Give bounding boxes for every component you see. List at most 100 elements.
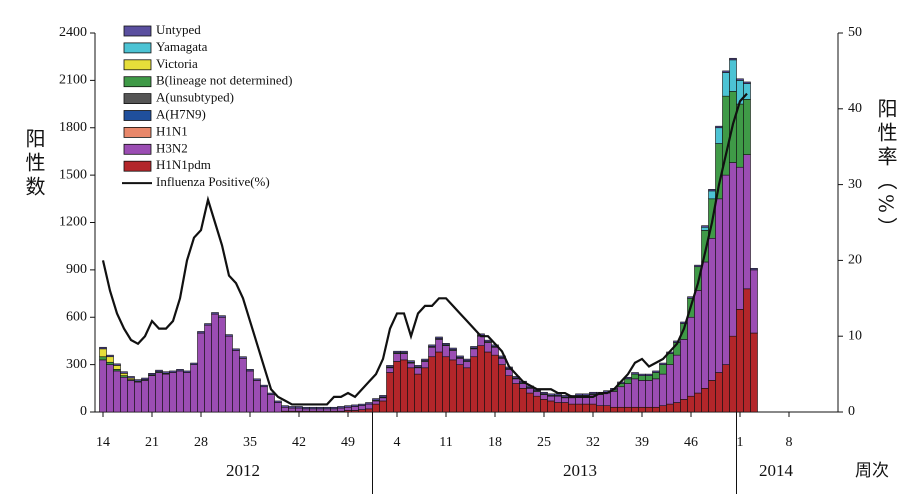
bar-segment bbox=[715, 198, 723, 373]
bar-segment bbox=[134, 379, 142, 382]
bar-segment bbox=[561, 395, 569, 398]
y-axis-label: 阳性数 bbox=[22, 128, 46, 200]
legend-label: Influenza Positive(%) bbox=[156, 174, 270, 189]
bar-segment bbox=[477, 345, 485, 413]
legend-label: H1N1pdm bbox=[156, 157, 211, 172]
bar-segment bbox=[715, 127, 723, 144]
bar-segment bbox=[631, 373, 639, 380]
year-label: 2012 bbox=[226, 461, 260, 480]
bar-segment bbox=[729, 162, 737, 337]
y-tick-label: 0 bbox=[80, 404, 87, 419]
bar-segment bbox=[421, 358, 429, 361]
bar-segment bbox=[253, 380, 261, 413]
bar-segment bbox=[547, 400, 555, 413]
bar-segment bbox=[484, 351, 492, 413]
bar-segment bbox=[631, 372, 639, 375]
bar-segment bbox=[295, 407, 303, 412]
bar-segment bbox=[106, 354, 114, 358]
x-tick-label: 21 bbox=[145, 435, 159, 450]
bar-segment bbox=[407, 362, 415, 369]
bar-segment bbox=[631, 406, 639, 413]
bar-segment bbox=[288, 406, 296, 409]
bar-segment bbox=[400, 353, 408, 361]
bar-segment bbox=[694, 264, 702, 268]
bar-segment bbox=[631, 378, 639, 408]
bar-segment bbox=[568, 403, 576, 413]
bar-segment bbox=[449, 359, 457, 413]
x-tick-label: 28 bbox=[194, 435, 208, 450]
bar-segment bbox=[477, 335, 485, 346]
bar-segment bbox=[113, 363, 121, 366]
bar-segment bbox=[197, 332, 205, 413]
legend-swatch bbox=[123, 76, 152, 88]
bar-segment bbox=[400, 359, 408, 413]
bar-segment bbox=[624, 383, 632, 408]
legend-swatch bbox=[123, 127, 152, 138]
bar-segment bbox=[148, 373, 156, 376]
bar-segment bbox=[652, 406, 660, 413]
bar-segment bbox=[372, 403, 380, 413]
year-label: 2013 bbox=[563, 461, 597, 480]
bar-segment bbox=[533, 395, 541, 413]
bar-segment bbox=[393, 361, 401, 413]
bar-segment bbox=[197, 331, 205, 334]
bar-segment bbox=[428, 356, 436, 413]
legend-label: Untyped bbox=[156, 22, 201, 37]
bar-segment bbox=[701, 388, 709, 413]
x-tick-label: 49 bbox=[341, 435, 355, 450]
bar-segment bbox=[491, 346, 499, 356]
bar-segment bbox=[162, 373, 170, 413]
bar-segment bbox=[365, 403, 373, 410]
bar-segment bbox=[463, 367, 471, 413]
bar-segment bbox=[372, 398, 380, 401]
y-tick-label: 2400 bbox=[59, 25, 87, 40]
bar-segment bbox=[722, 174, 730, 365]
bar-segment bbox=[134, 381, 142, 413]
bar-segment bbox=[701, 261, 709, 389]
bar-segment bbox=[729, 59, 737, 92]
bar-segment bbox=[624, 406, 632, 413]
bar-segment bbox=[715, 372, 723, 413]
legend-label: H1N1 bbox=[156, 123, 188, 138]
bar-segment bbox=[414, 367, 422, 375]
bar-segment bbox=[617, 386, 625, 408]
bar-segment bbox=[561, 397, 569, 403]
bar-segment bbox=[484, 342, 492, 353]
bar-segment bbox=[659, 364, 667, 375]
bar-segment bbox=[512, 378, 520, 384]
bar-segment bbox=[701, 225, 709, 228]
bar-segment bbox=[211, 313, 219, 413]
bar-segment bbox=[617, 406, 625, 413]
bar-segment bbox=[687, 395, 695, 413]
bar-segment bbox=[421, 367, 429, 413]
y2-tick-label: 20 bbox=[848, 253, 862, 268]
bar-segment bbox=[456, 355, 464, 358]
x-tick-label: 18 bbox=[488, 435, 502, 450]
bar-segment bbox=[463, 361, 471, 369]
bar-segment bbox=[239, 356, 247, 359]
bar-segment bbox=[708, 189, 716, 192]
y2-tick-label: 0 bbox=[848, 404, 855, 419]
bar-segment bbox=[610, 391, 618, 408]
bar-segment bbox=[281, 405, 289, 408]
bar-segment bbox=[407, 360, 415, 363]
bar-segment bbox=[127, 376, 135, 379]
bar-segment bbox=[568, 397, 576, 405]
bar-segment bbox=[260, 384, 268, 388]
bar-segment bbox=[99, 348, 107, 358]
bar-segment bbox=[99, 356, 107, 361]
bar-segment bbox=[638, 406, 646, 413]
bar-segment bbox=[666, 364, 674, 405]
bar-segment bbox=[155, 369, 163, 373]
bar-segment bbox=[246, 370, 254, 413]
legend-label: Yamagata bbox=[156, 39, 208, 54]
bar-segment bbox=[106, 364, 114, 413]
bar-segment bbox=[666, 403, 674, 413]
bar-segment bbox=[421, 361, 429, 369]
bar-segment bbox=[295, 406, 303, 409]
bar-segment bbox=[204, 323, 212, 326]
bar-segment bbox=[162, 371, 170, 374]
bar-segment bbox=[127, 380, 135, 413]
legend-swatch bbox=[123, 93, 152, 104]
bar-segment bbox=[554, 402, 562, 413]
